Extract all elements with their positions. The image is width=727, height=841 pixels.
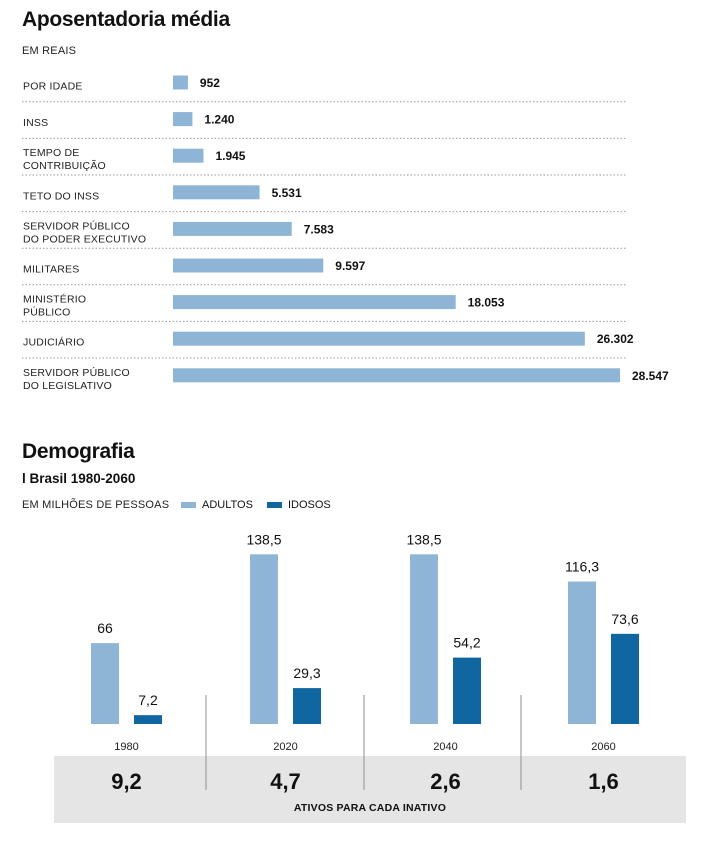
legend-item-adultos: ADULTOS [181, 499, 253, 511]
value-label: 138,5 [406, 531, 441, 547]
value-label: 29,3 [293, 665, 320, 681]
ratio-value: 1,6 [588, 769, 619, 794]
category-label: MILITARES [23, 264, 79, 276]
unit-label-milhoes: EM MILHÕES DE PESSOAS [22, 499, 170, 511]
chart-title-aposentadoria: Aposentadoria média [22, 8, 230, 31]
category-label: DO PODER EXECUTIVO [23, 233, 146, 245]
bar-idosos [611, 633, 639, 724]
value-label: 18.053 [468, 296, 505, 310]
horizontal-bar-chart: POR IDADE 952 INSS 1.240 TEMPO DECONTRIBUIÇÃ… [22, 75, 669, 392]
value-label: 54,2 [453, 635, 480, 651]
category-label: TETO DO INSS [23, 190, 99, 202]
category-label: POR IDADE [23, 81, 83, 93]
bar-idosos [134, 715, 162, 724]
bar-idosos [293, 688, 321, 724]
bar-adultos [410, 554, 438, 724]
value-label: 138,5 [246, 531, 281, 547]
ratio-value: 2,6 [430, 769, 461, 794]
bar [173, 295, 456, 310]
year-label: 2040 [433, 741, 457, 753]
bar-adultos [568, 581, 596, 724]
value-label: 1.240 [204, 113, 234, 127]
legend: ADULTOS IDOSOS [181, 499, 331, 511]
category-label: PÚBLICO [23, 306, 71, 319]
unit-label-reais: EM REAIS [22, 45, 77, 57]
bar [173, 75, 188, 90]
legend-label-idosos: IDOSOS [287, 499, 331, 511]
category-label: TEMPO DE [23, 147, 79, 159]
ratio-caption: ATIVOS PARA CADA INATIVO [294, 802, 446, 814]
value-label: 28.547 [632, 369, 669, 383]
value-label: 116,3 [565, 559, 599, 575]
legend-label-adultos: ADULTOS [202, 499, 253, 511]
ratio-value: 4,7 [270, 769, 301, 794]
bar-adultos [91, 643, 119, 724]
value-label: 66 [97, 620, 113, 636]
value-label: 952 [200, 76, 220, 90]
value-label: 9.597 [335, 259, 365, 273]
value-label: 7,2 [138, 692, 158, 708]
value-label: 26.302 [597, 332, 634, 346]
category-label: SERVIDOR PÚBLICO [23, 366, 130, 379]
bar [173, 368, 620, 383]
year-label: 2060 [591, 741, 615, 753]
chart-subtitle-demografia: l Brasil 1980-2060 [22, 471, 136, 486]
year-label: 2020 [273, 741, 297, 753]
category-label: INSS [23, 117, 48, 129]
value-label: 1.945 [215, 149, 245, 163]
category-label: MINISTÉRIO [23, 293, 86, 306]
value-label: 7.583 [304, 222, 334, 236]
value-label: 73,6 [611, 611, 638, 627]
legend-swatch-idosos [266, 502, 282, 508]
category-label: DO LEGISLATIVO [23, 380, 112, 392]
bar [173, 185, 260, 200]
bar [173, 331, 585, 346]
bar-idosos [453, 657, 481, 724]
bar [173, 112, 193, 127]
ratio-band [54, 756, 686, 823]
legend-item-idosos: IDOSOS [266, 499, 331, 511]
value-label: 5.531 [272, 186, 302, 200]
bar [173, 258, 324, 273]
bar [173, 148, 204, 163]
category-label: CONTRIBUIÇÃO [23, 159, 106, 172]
vertical-bar-chart: 66 7,2 1980 9,2 138,5 29,3 2020 4,7 138,5 54,2 204… [54, 531, 686, 823]
category-label: JUDICIÁRIO [23, 336, 85, 349]
legend-swatch-adultos [181, 502, 196, 508]
ratio-value: 9,2 [111, 769, 142, 794]
bar-adultos [250, 554, 278, 724]
bar [173, 221, 292, 236]
category-label: SERVIDOR PÚBLICO [23, 219, 130, 232]
year-label: 1980 [114, 741, 138, 753]
chart-title-demografia: Demografia [22, 440, 135, 463]
